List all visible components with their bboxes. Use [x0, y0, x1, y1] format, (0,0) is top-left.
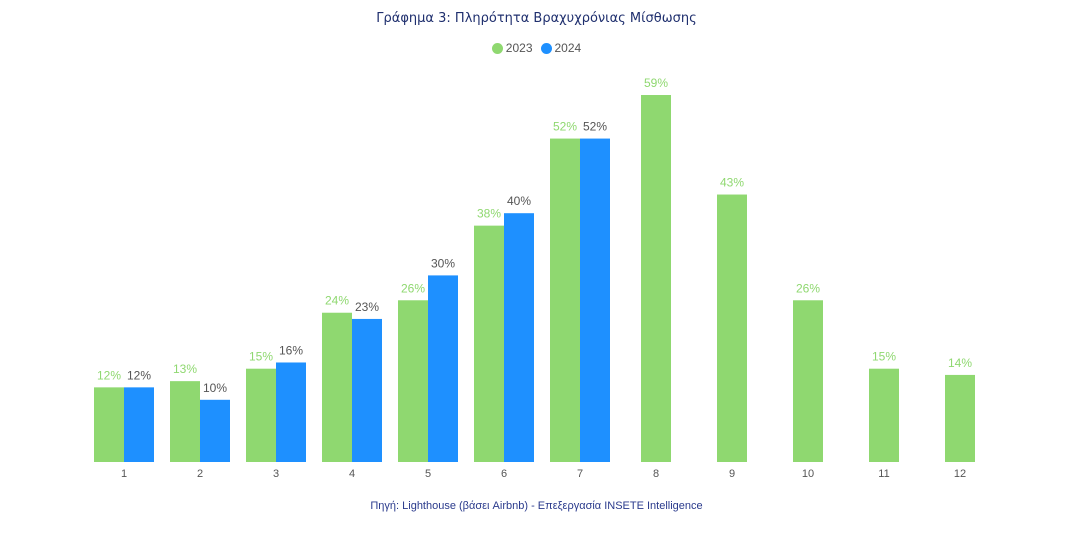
bar-2023-month-10[interactable]	[793, 300, 823, 462]
legend-swatch-2024	[540, 42, 552, 54]
data-label-2024-month-3: 16%	[279, 343, 303, 357]
data-label-2024-month-7: 52%	[583, 120, 607, 134]
x-tick-label-8: 8	[653, 468, 659, 480]
source-note: Πηγή: Lighthouse (βάσει Airbnb) - Επεξερ…	[370, 500, 703, 512]
x-tick-label-12: 12	[954, 468, 966, 480]
bar-2023-month-7[interactable]	[550, 138, 580, 462]
bar-2023-month-11[interactable]	[869, 368, 899, 462]
x-tick-label-11: 11	[878, 468, 889, 480]
legend-label-2024: 2024	[554, 41, 582, 55]
bar-2024-month-2[interactable]	[200, 399, 230, 462]
data-label-2023-month-3: 15%	[249, 350, 273, 364]
data-label-2024-month-4: 23%	[355, 300, 379, 314]
data-label-2024-month-5: 30%	[431, 256, 455, 270]
data-label-2023-month-10: 26%	[796, 281, 820, 295]
x-tick-label-7: 7	[577, 468, 583, 480]
bar-2023-month-2[interactable]	[170, 381, 200, 462]
bar-2023-month-6[interactable]	[474, 225, 504, 462]
bar-2023-month-9[interactable]	[717, 194, 747, 463]
data-label-2023-month-7: 52%	[553, 120, 577, 134]
data-label-2024-month-6: 40%	[507, 194, 531, 208]
data-label-2023-month-4: 24%	[325, 294, 349, 308]
bar-2023-month-8[interactable]	[641, 95, 671, 463]
x-tick-label-6: 6	[501, 468, 507, 480]
x-tick-label-4: 4	[349, 468, 355, 480]
x-tick-label-2: 2	[197, 468, 203, 480]
bar-2024-month-3[interactable]	[276, 362, 306, 462]
legend-item-2024[interactable]: 2024	[540, 41, 582, 55]
legend-item-2023[interactable]: 2023	[491, 41, 533, 55]
x-tick-label-9: 9	[729, 468, 735, 480]
bar-2024-month-7[interactable]	[580, 138, 610, 462]
bar-2023-month-4[interactable]	[322, 312, 352, 462]
bar-2023-month-1[interactable]	[94, 387, 124, 462]
data-label-2023-month-5: 26%	[401, 281, 425, 295]
data-label-2023-month-11: 15%	[872, 350, 896, 364]
data-label-2023-month-6: 38%	[477, 207, 501, 221]
data-label-2023-month-2: 13%	[173, 362, 197, 376]
data-label-2023-month-12: 14%	[948, 356, 972, 370]
bar-2023-month-5[interactable]	[398, 300, 428, 462]
chart-title: Γράφημα 3: Πληρότητα Βραχυχρόνιας Μίσθωσ…	[376, 11, 697, 26]
x-tick-label-10: 10	[802, 468, 814, 480]
x-tick-label-3: 3	[273, 468, 279, 480]
x-tick-label-5: 5	[425, 468, 431, 480]
legend-swatch-2023	[491, 42, 503, 54]
legend: 2023 2024	[0, 41, 1073, 55]
x-tick-label-1: 1	[121, 468, 127, 480]
data-label-2023-month-8: 59%	[644, 76, 668, 90]
data-label-2023-month-9: 43%	[720, 176, 744, 190]
data-label-2024-month-2: 10%	[203, 381, 227, 395]
bar-2023-month-3[interactable]	[246, 368, 276, 462]
data-label-2024-month-1: 12%	[127, 368, 151, 382]
bar-2024-month-4[interactable]	[352, 318, 382, 462]
data-label-2023-month-1: 12%	[97, 368, 121, 382]
legend-label-2023: 2023	[505, 41, 533, 55]
bar-2023-month-12[interactable]	[945, 374, 975, 462]
bar-2024-month-1[interactable]	[124, 387, 154, 462]
bar-2024-month-5[interactable]	[428, 275, 458, 462]
bar-2024-month-6[interactable]	[504, 213, 534, 462]
